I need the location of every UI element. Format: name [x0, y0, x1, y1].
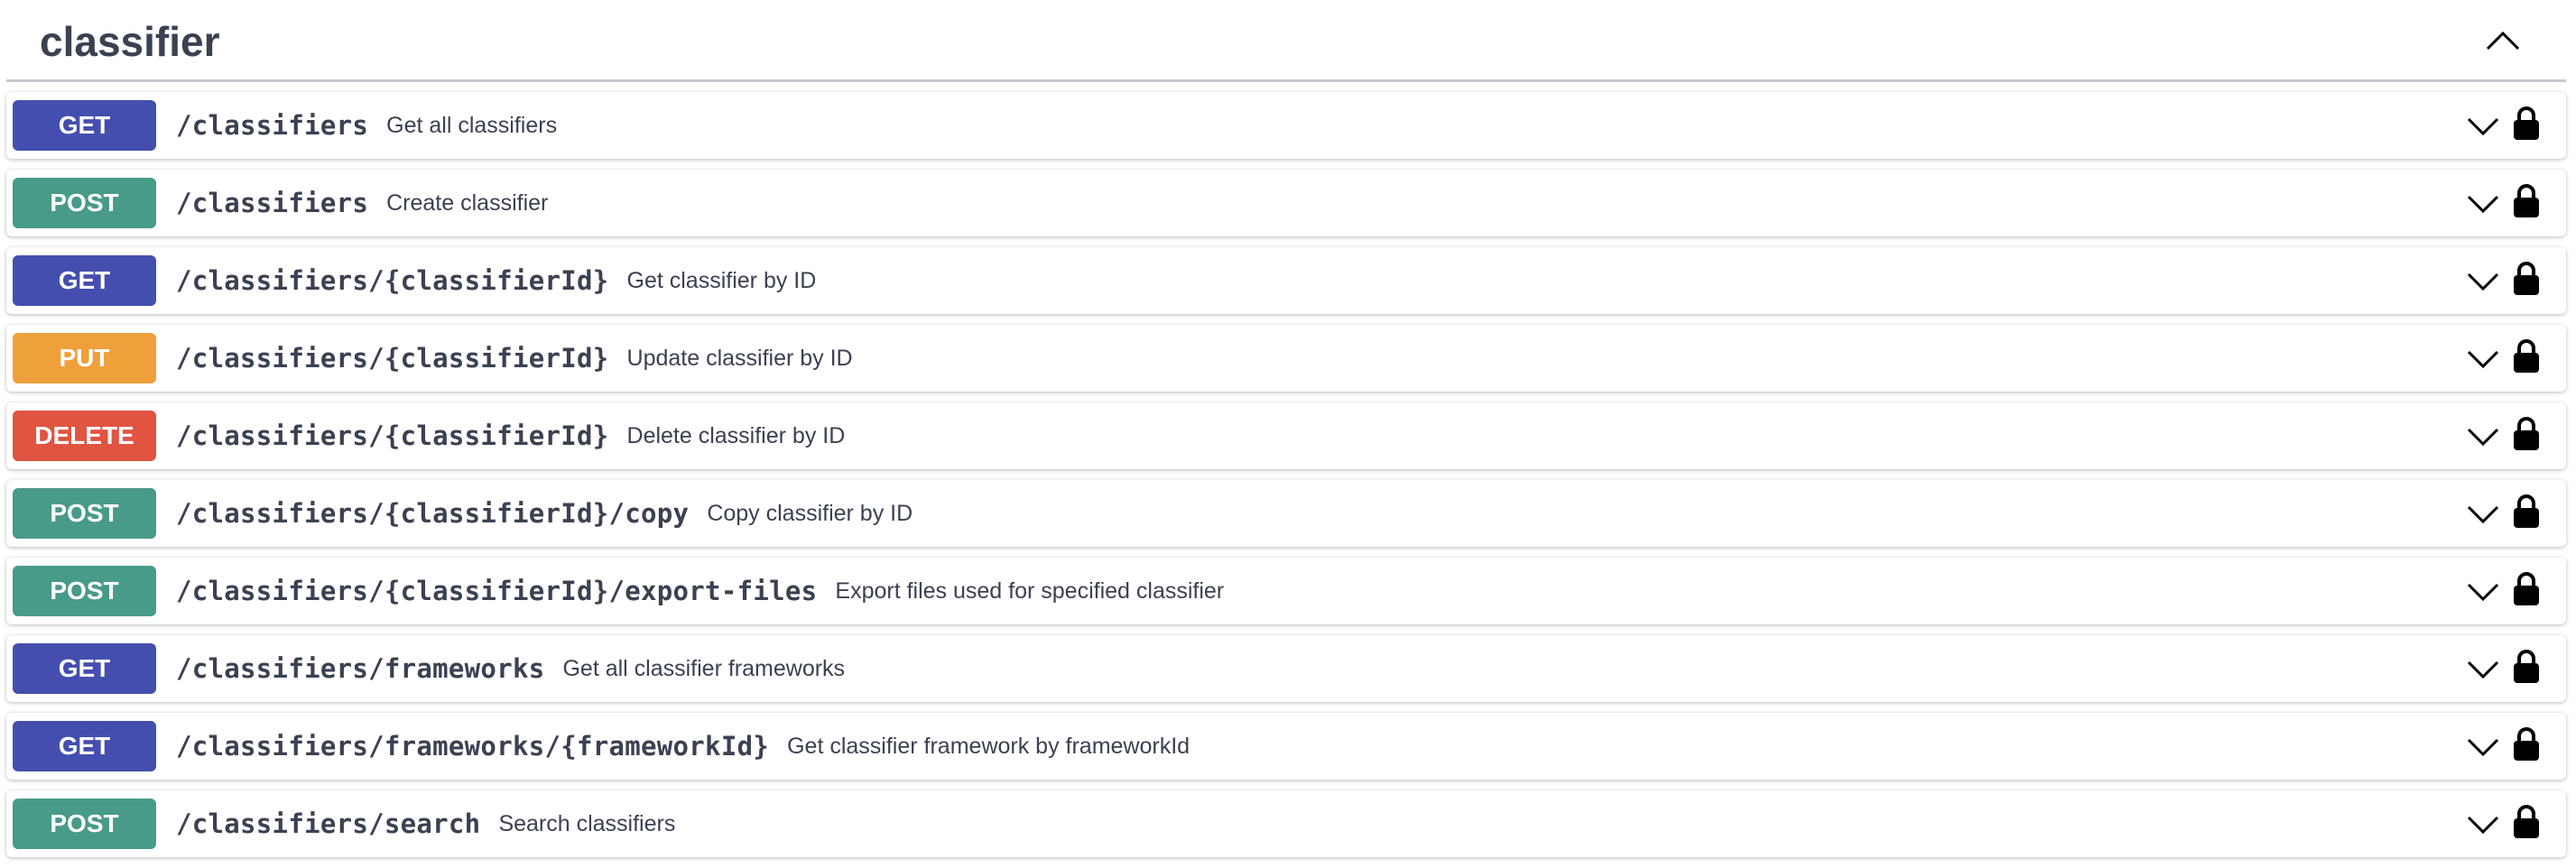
chevron-down-icon[interactable]: [2467, 503, 2499, 525]
chevron-down-icon[interactable]: [2467, 659, 2499, 680]
endpoint-path[interactable]: /classifiers/{classifierId}: [176, 265, 609, 296]
operation-get[interactable]: GET/classifiers Get all classifiers: [6, 92, 2566, 159]
operation-post[interactable]: POST/classifiers Create classifier: [6, 170, 2566, 236]
endpoint-path[interactable]: /classifiers/{classifierId}/export-files: [176, 576, 818, 606]
chevron-down-icon[interactable]: [2467, 814, 2499, 836]
operation-post[interactable]: POST/classifiers/{classifierId}/copy Copy…: [6, 480, 2566, 547]
endpoint-path[interactable]: /classifiers: [176, 110, 369, 141]
chevron-down-icon[interactable]: [2467, 115, 2499, 137]
chevron-down-icon[interactable]: [2467, 193, 2499, 215]
chevron-down-icon[interactable]: [2467, 426, 2499, 448]
endpoint-summary: Get all classifier frameworks: [562, 655, 846, 681]
endpoint-path[interactable]: /classifiers/{classifierId}: [176, 420, 609, 451]
method-badge[interactable]: PUT: [13, 333, 156, 383]
chevron-down-icon[interactable]: [2467, 736, 2499, 758]
operations-list: GET/classifiers Get all classifiers POST/c…: [6, 92, 2566, 868]
lock-icon[interactable]: [2512, 184, 2541, 218]
lock-icon[interactable]: [2512, 262, 2541, 296]
lock-icon[interactable]: [2512, 805, 2541, 839]
method-badge[interactable]: POST: [13, 799, 156, 849]
endpoint-summary: Get classifier framework by frameworkId: [787, 733, 1191, 759]
section-title: classifier: [40, 18, 220, 65]
operation-put[interactable]: PUT/classifiers/{classifierId} Update cla…: [6, 325, 2566, 392]
endpoint-summary: Delete classifier by ID: [626, 422, 846, 448]
lock-icon[interactable]: [2512, 417, 2541, 451]
method-badge[interactable]: GET: [13, 255, 156, 306]
endpoint-summary: Get all classifiers: [386, 112, 558, 138]
operation-post[interactable]: POST/classifiers/search Search classifier…: [6, 790, 2566, 857]
operation-delete[interactable]: DELETE/classifiers/{classifierId} Delete …: [6, 402, 2566, 469]
lock-icon[interactable]: [2512, 494, 2541, 529]
endpoint-path[interactable]: /classifiers: [176, 188, 369, 218]
method-badge[interactable]: POST: [13, 178, 156, 228]
endpoint-summary: Search classifiers: [498, 810, 676, 836]
lock-icon[interactable]: [2512, 572, 2541, 606]
method-badge[interactable]: GET: [13, 643, 156, 694]
method-badge[interactable]: POST: [13, 488, 156, 539]
operation-get[interactable]: GET/classifiers/frameworks Get all classi…: [6, 635, 2566, 702]
chevron-down-icon[interactable]: [2467, 581, 2499, 603]
operation-get[interactable]: GET/classifiers/frameworks/{frameworkId}…: [6, 713, 2566, 780]
operation-post[interactable]: POST/classifiers/{classifierId}/export-f…: [6, 558, 2566, 624]
endpoint-summary: Get classifier by ID: [626, 267, 817, 293]
method-badge[interactable]: POST: [13, 566, 156, 616]
endpoint-path[interactable]: /classifiers/search: [176, 808, 481, 839]
lock-icon[interactable]: [2512, 650, 2541, 684]
method-badge[interactable]: GET: [13, 100, 156, 151]
chevron-up-icon[interactable]: [2485, 27, 2521, 52]
endpoint-summary: Create classifier: [386, 189, 549, 216]
endpoint-path[interactable]: /classifiers/frameworks/{frameworkId}: [176, 731, 770, 762]
endpoint-path[interactable]: /classifiers/{classifierId}/copy: [176, 498, 690, 529]
endpoint-path[interactable]: /classifiers/frameworks: [176, 653, 545, 684]
operation-get[interactable]: GET/classifiers/{classifierId} Get classi…: [6, 247, 2566, 314]
lock-icon[interactable]: [2512, 106, 2541, 141]
section-header-classifier[interactable]: classifier: [6, 0, 2566, 82]
endpoint-summary: Copy classifier by ID: [707, 500, 913, 526]
chevron-down-icon[interactable]: [2467, 271, 2499, 292]
lock-icon[interactable]: [2512, 727, 2541, 762]
method-badge[interactable]: DELETE: [13, 411, 156, 461]
endpoint-summary: Update classifier by ID: [626, 345, 853, 371]
lock-icon[interactable]: [2512, 339, 2541, 374]
chevron-down-icon[interactable]: [2467, 348, 2499, 370]
endpoint-path[interactable]: /classifiers/{classifierId}: [176, 343, 609, 374]
method-badge[interactable]: GET: [13, 721, 156, 771]
endpoint-summary: Export files used for specified classifi…: [835, 577, 1225, 604]
